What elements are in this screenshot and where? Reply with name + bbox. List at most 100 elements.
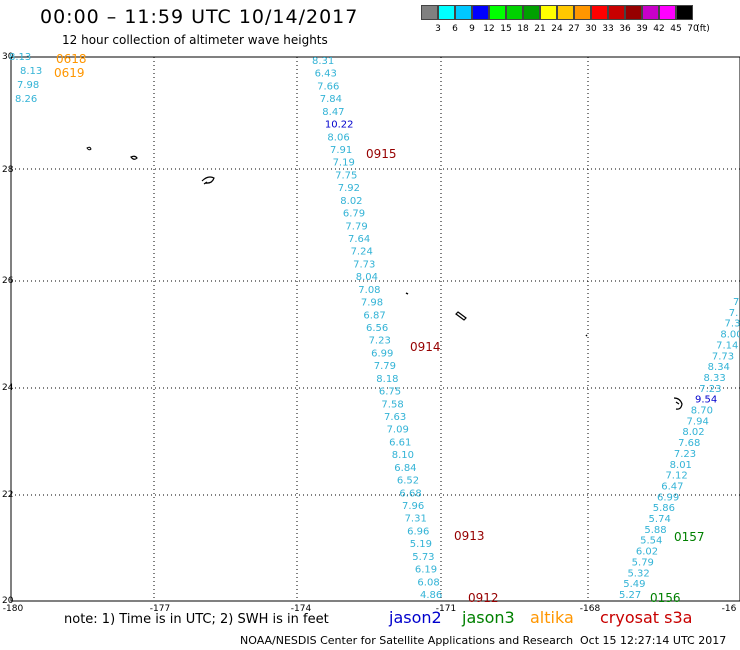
swh-value-label: 5.49 (623, 579, 645, 590)
lon-tick-label: -177 (150, 604, 170, 614)
swh-value-label: 7.84 (320, 94, 342, 105)
swh-value-label: 7.19 (333, 158, 355, 169)
swh-value-label: 6.68 (399, 488, 421, 499)
swh-value-label: 6.99 (371, 348, 393, 359)
swh-value-label: 8.00 (720, 330, 740, 341)
color-scale-label: 27 (568, 24, 580, 34)
color-swatch (676, 5, 693, 20)
swh-value-label: 7.98 (17, 80, 39, 91)
swh-value-label: 10.22 (325, 120, 354, 131)
swh-value-label: 6.99 (657, 492, 679, 503)
swh-value-label: 8.10 (392, 450, 414, 461)
swh-value-label: 7.12 (665, 471, 687, 482)
swh-value-label: 7.23 (369, 336, 391, 347)
swh-value-label: 6.19 (415, 565, 437, 576)
swh-value-label: 6.75 (379, 387, 401, 398)
swh-value-label: 8.01 (670, 460, 692, 471)
color-swatch (591, 5, 608, 20)
swh-value-label: 7.58 (381, 399, 403, 410)
color-scale-label: 15 (500, 24, 512, 34)
swh-value-label: 8.47 (322, 107, 344, 118)
swh-value-label: 6.84 (394, 463, 416, 474)
lon-tick-label: -168 (580, 604, 601, 614)
altimeter-tracks: 8.13 8.13 7.98 8.26 8.31 6.437.66 7.84 8.47 10.2… (9, 52, 740, 601)
swh-value-label: 6.08 (417, 577, 439, 588)
swh-value-label: 5.86 (653, 503, 675, 514)
island-shape (455, 311, 467, 321)
color-scale-label: 12 (483, 24, 495, 34)
color-scale-label: 9 (469, 24, 475, 34)
color-scale-label: 3 (435, 24, 441, 34)
swh-value-label: 8.04 (356, 272, 378, 283)
swh-value-label: 7.31 (405, 514, 427, 525)
swh-value-label: 5.74 (649, 514, 671, 525)
pass-time-label: 0618 (56, 52, 87, 66)
swh-value-label: 7.68 (678, 438, 700, 449)
island-shape (673, 397, 683, 410)
swh-value-label: 7.23 (674, 449, 696, 460)
island-shape (86, 146, 92, 151)
swh-value-label: 8.31 (312, 56, 334, 67)
swh-value-label: 5.54 (640, 536, 662, 547)
color-swatch (506, 5, 523, 20)
swh-value-label: 7. (733, 297, 740, 308)
swh-value-label: 6.52 (397, 476, 419, 487)
pass-time-label: 0915 (366, 147, 397, 161)
map-grid: -180 -177 -174 -171 -168 -16 30 28 26 24 22 20 (2, 52, 740, 614)
color-scale-label: 6 (452, 24, 458, 34)
swh-value-label: 7.91 (330, 145, 352, 156)
color-swatch (455, 5, 472, 20)
pass-time-label: 0914 (410, 340, 441, 354)
lon-tick-label: -174 (291, 604, 312, 614)
color-swatch (608, 5, 625, 20)
pass-time-label: 0156 (650, 591, 681, 605)
swh-value-label: 6.47 (661, 481, 683, 492)
satellite-legend-item: jason2 (389, 608, 442, 627)
swh-value-label: 5.79 (632, 557, 654, 568)
swh-value-label: 6.43 (315, 69, 337, 80)
island-shape (585, 334, 588, 337)
lat-tick-label: 22 (2, 490, 13, 500)
swh-value-label: 6.96 (407, 526, 429, 537)
swh-value-label: 6.56 (366, 323, 388, 334)
color-swatch (540, 5, 557, 20)
color-scale-label: 45 (670, 24, 682, 34)
lat-tick-label: 20 (2, 596, 14, 606)
color-swatch (642, 5, 659, 20)
swh-value-label: 8.70 (691, 406, 713, 417)
color-scale-label: 33 (602, 24, 614, 34)
color-swatch (472, 5, 489, 20)
color-scale-label: 21 (534, 24, 546, 34)
swh-value-label: 7.92 (338, 183, 360, 194)
swh-value-label: 7. (729, 308, 739, 319)
pass-time-label: 0157 (674, 530, 705, 544)
lat-tick-label: 28 (2, 165, 14, 175)
island-outlines (86, 146, 683, 410)
lon-tick-label: -180 (3, 604, 24, 614)
lat-tick-label: 30 (2, 52, 14, 62)
swh-value-label: 5.88 (644, 525, 666, 536)
color-swatch (523, 5, 540, 20)
swh-value-label: 6.79 (343, 209, 365, 220)
color-scale-unit: (ft) (696, 24, 710, 34)
swh-value-label: 7.24 (351, 247, 373, 258)
swh-value-label: 7.79 (345, 221, 367, 232)
color-swatch (438, 5, 455, 20)
color-swatch (421, 5, 438, 20)
map-frame (10, 56, 740, 602)
swh-value-label: 4.86 (420, 590, 442, 601)
swh-value-label: 7.14 (716, 340, 738, 351)
swh-value-label: 7.09 (387, 425, 409, 436)
color-swatch (574, 5, 591, 20)
swh-value-label: 7.94 (687, 416, 709, 427)
swh-value-label: 5.73 (412, 552, 434, 563)
swh-value-label: 6.87 (363, 310, 385, 321)
footer-note: note: 1) Time is in UTC; 2) SWH is in fe… (64, 612, 329, 627)
swh-value-label: 7.63 (384, 412, 406, 423)
swh-value-label: 8.26 (15, 94, 37, 105)
page-title: 00:00 – 11:59 UTC 10/14/2017 (40, 6, 359, 28)
swh-value-label: 7.64 (348, 234, 370, 245)
swh-value-label: 7.98 (361, 298, 383, 309)
